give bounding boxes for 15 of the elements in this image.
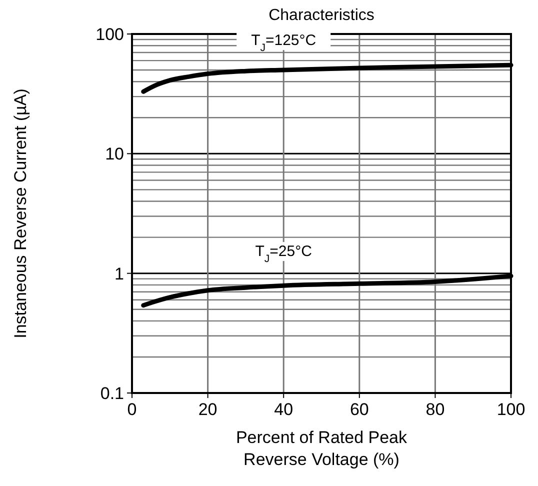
x-tick-label: 0 — [127, 400, 137, 419]
annotation: T$_{J}$=125°C — [251, 32, 316, 54]
y-tick-label: 0.1 — [100, 384, 124, 403]
y-tick-label: 100 — [96, 25, 124, 44]
x-tick-label: 60 — [350, 400, 369, 419]
y-tick-label: 10 — [105, 144, 124, 164]
y-tick-label: 1 — [114, 264, 124, 284]
x-tick-label: 100 — [496, 400, 526, 419]
y-axis-title: Instaneous Reverse Current (µA) — [11, 88, 30, 338]
x-axis-title: Percent of Rated Peak Reverse Voltage (%) — [234, 427, 408, 471]
x-tick-label: 20 — [198, 400, 218, 419]
x-tick-label: 40 — [274, 400, 294, 419]
annotation: T$_{J}$=25°C — [255, 243, 312, 265]
chart-title: Characteristics — [268, 7, 374, 24]
x-tick-label: 80 — [426, 400, 445, 419]
